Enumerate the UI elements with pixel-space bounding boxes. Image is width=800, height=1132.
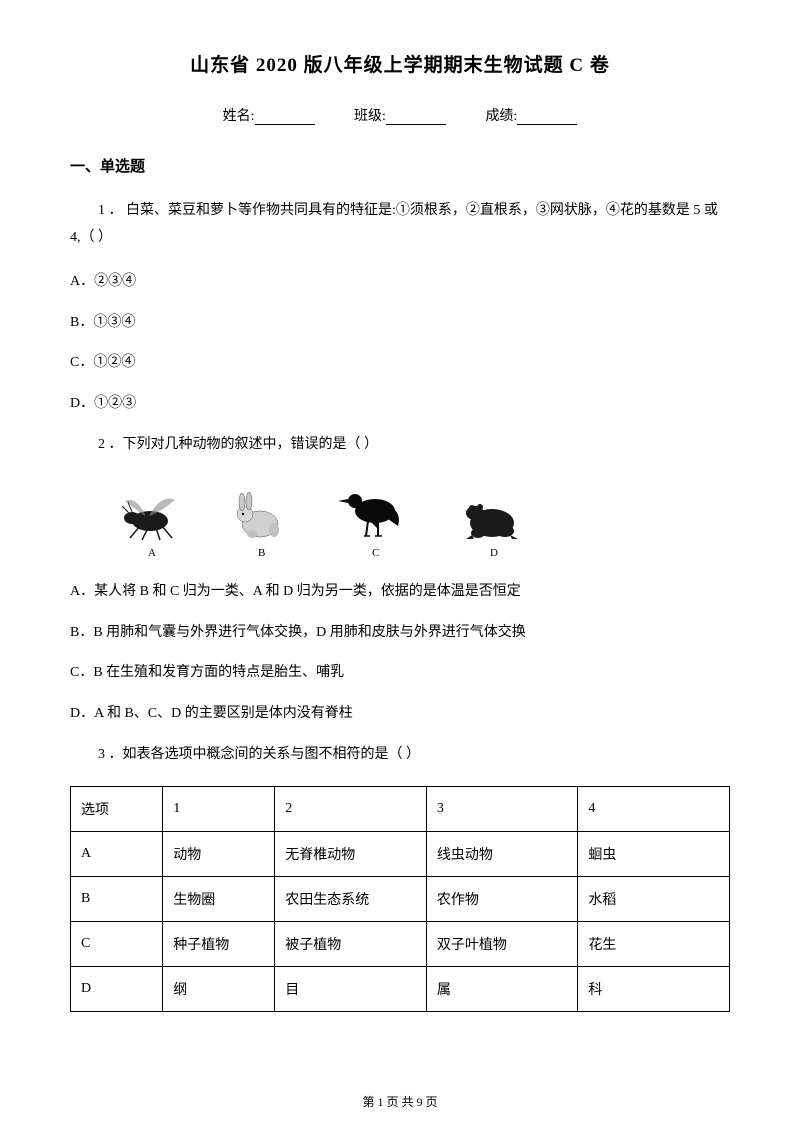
q2-optC: C．B 在生殖和发育方面的特点是胎生、哺乳 [70,660,730,687]
table-cell: 科 [578,967,730,1012]
table-cell: 选项 [71,787,163,832]
table-cell: 3 [426,787,578,832]
table-cell: 生物圈 [163,877,275,922]
class-blank[interactable] [386,111,446,125]
table-cell: 无脊椎动物 [275,832,427,877]
table-cell: B [71,877,163,922]
table-cell: 种子植物 [163,922,275,967]
q1-optC: C．①②④ [70,350,730,377]
table-cell: 农田生态系统 [275,877,427,922]
table-cell: D [71,967,163,1012]
score-blank[interactable] [517,111,577,125]
table-cell: 动物 [163,832,275,877]
class-label: 班级: [354,109,386,124]
table-cell: 水稻 [578,877,730,922]
table-cell: 目 [275,967,427,1012]
section-header: 一、单选题 [70,155,730,176]
table-row: C 种子植物 被子植物 双子叶植物 花生 [71,922,730,967]
q2-optB: B．B 用肺和气囊与外界进行气体交换，D 用肺和皮肤与外界进行气体交换 [70,620,730,647]
info-line: 姓名: 班级: 成绩: [70,105,730,125]
q2-optA: A．某人将 B 和 C 归为一类、A 和 D 归为另一类，依据的是体温是否恒定 [70,579,730,606]
q1-text: 1 ． 白菜、菜豆和萝卜等作物共同具有的特征是:①须根系，②直根系，③网状脉，④… [70,198,730,251]
table-cell: 纲 [163,967,275,1012]
table-cell: 农作物 [426,877,578,922]
table-row: A 动物 无脊椎动物 线虫动物 蛔虫 [71,832,730,877]
animal-figure: A B C [100,476,730,561]
score-label: 成绩: [485,109,517,124]
table-cell: 花生 [578,922,730,967]
name-label: 姓名: [223,109,255,124]
q3-text: 3 ．如表各选项中概念间的关系与图不相符的是（ ） [70,742,730,769]
table-cell: 线虫动物 [426,832,578,877]
table-cell: C [71,922,163,967]
page-title: 山东省 2020 版八年级上学期期末生物试题 C 卷 [70,50,730,77]
table-cell: 蛔虫 [578,832,730,877]
table-row: B 生物圈 农田生态系统 农作物 水稻 [71,877,730,922]
table-row: D 纲 目 属 科 [71,967,730,1012]
table-cell: A [71,832,163,877]
animal-label-d: D [490,547,498,559]
table-cell: 4 [578,787,730,832]
animal-label-a: A [148,547,156,559]
q1-optB: B．①③④ [70,310,730,337]
animal-label-b: B [258,547,265,559]
table-cell: 被子植物 [275,922,427,967]
animal-label-c: C [372,547,379,559]
page-footer: 第 1 页 共 9 页 [0,1093,800,1110]
q3-table: 选项 1 2 3 4 A 动物 无脊椎动物 线虫动物 蛔虫 B 生物圈 农田生态… [70,786,730,1012]
table-cell: 2 [275,787,427,832]
table-cell: 双子叶植物 [426,922,578,967]
q2-optD: D．A 和 B、C、D 的主要区别是体内没有脊柱 [70,701,730,728]
name-blank[interactable] [255,111,315,125]
table-cell: 属 [426,967,578,1012]
table-cell: 1 [163,787,275,832]
table-row: 选项 1 2 3 4 [71,787,730,832]
q2-text: 2 ．下列对几种动物的叙述中，错误的是（ ） [70,432,730,459]
q1-optD: D．①②③ [70,391,730,418]
q1-optA: A．②③④ [70,269,730,296]
